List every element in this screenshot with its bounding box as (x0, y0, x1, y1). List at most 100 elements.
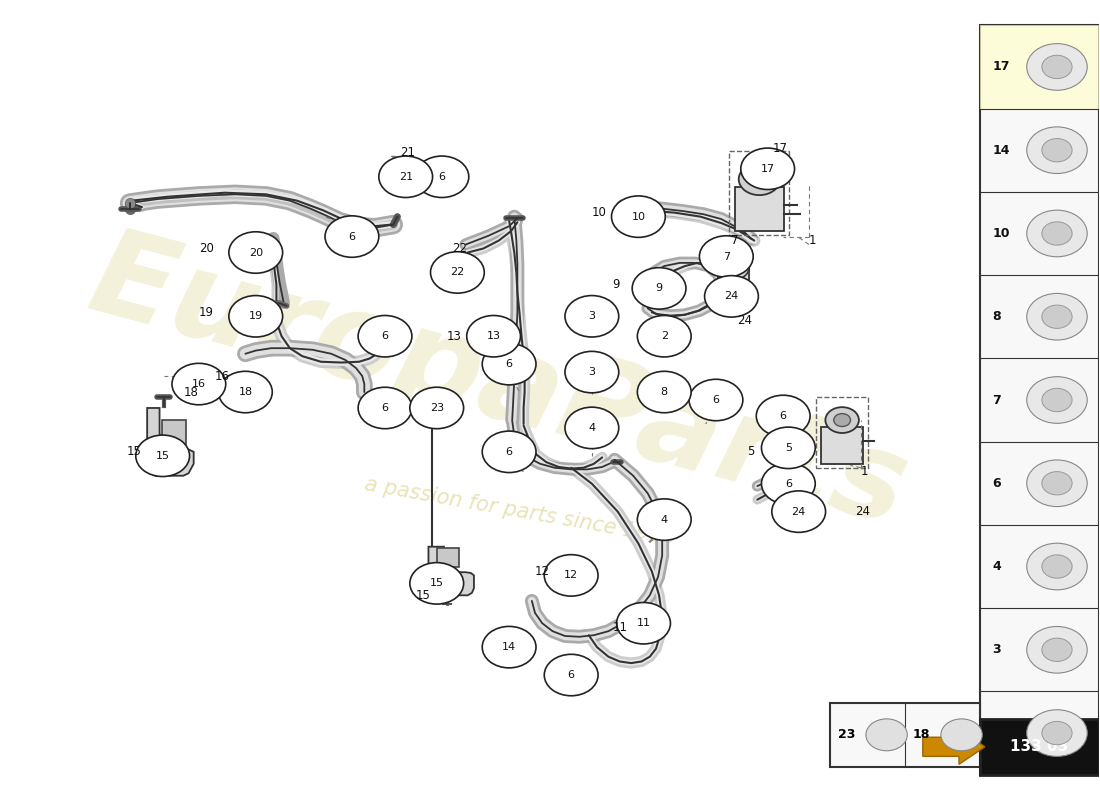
Circle shape (1026, 626, 1087, 673)
Text: 14: 14 (502, 642, 516, 652)
Circle shape (172, 363, 225, 405)
Bar (437, 548, 460, 567)
Circle shape (749, 171, 770, 187)
Circle shape (544, 654, 598, 696)
Text: 21: 21 (398, 172, 412, 182)
Circle shape (772, 491, 826, 532)
Circle shape (718, 256, 749, 280)
Text: 15: 15 (156, 451, 169, 461)
Circle shape (612, 196, 666, 238)
Circle shape (565, 295, 618, 337)
Text: 15: 15 (126, 446, 141, 458)
Circle shape (705, 276, 758, 317)
Polygon shape (923, 730, 984, 764)
Text: 3: 3 (992, 643, 1001, 656)
Text: 19: 19 (199, 306, 213, 319)
Text: 4: 4 (588, 423, 595, 433)
Text: 17: 17 (760, 164, 774, 174)
Circle shape (1042, 638, 1072, 662)
Text: 2: 2 (661, 331, 668, 342)
Circle shape (410, 387, 463, 429)
Circle shape (761, 463, 815, 505)
Text: 17: 17 (992, 61, 1010, 74)
Circle shape (219, 371, 273, 413)
Text: 1: 1 (808, 234, 816, 247)
Text: 6: 6 (780, 411, 786, 421)
Text: 10: 10 (592, 206, 607, 219)
Bar (829, 703, 980, 766)
Circle shape (1026, 210, 1087, 257)
Text: 4: 4 (661, 514, 668, 525)
Circle shape (1042, 222, 1072, 245)
Text: 18: 18 (239, 387, 253, 397)
Circle shape (430, 252, 484, 293)
Bar (735, 187, 784, 231)
Text: 22: 22 (452, 242, 468, 255)
Text: 6: 6 (785, 478, 792, 489)
Circle shape (825, 407, 859, 433)
Text: 18: 18 (184, 386, 198, 398)
Circle shape (1026, 127, 1087, 174)
Bar (816, 397, 868, 468)
Text: 6: 6 (506, 359, 513, 369)
Text: 24: 24 (792, 506, 806, 517)
Circle shape (1042, 722, 1072, 745)
Text: 11: 11 (637, 618, 650, 628)
Text: 12: 12 (564, 570, 579, 580)
Circle shape (1042, 472, 1072, 495)
Circle shape (229, 295, 283, 337)
Polygon shape (428, 546, 474, 595)
Text: 21: 21 (400, 146, 416, 159)
Text: 17: 17 (773, 142, 788, 155)
Circle shape (359, 387, 411, 429)
Text: EuropaParts: EuropaParts (78, 218, 920, 550)
Circle shape (632, 268, 686, 309)
Circle shape (689, 379, 743, 421)
Circle shape (1026, 377, 1087, 423)
Circle shape (466, 315, 520, 357)
Text: 22: 22 (450, 267, 464, 278)
Text: 18: 18 (913, 728, 931, 742)
Bar (980, 719, 1099, 774)
Text: 8: 8 (992, 310, 1001, 323)
Text: 5: 5 (747, 446, 755, 458)
Circle shape (739, 163, 780, 195)
Text: 23: 23 (430, 403, 443, 413)
Text: 6: 6 (713, 395, 719, 405)
Text: 10: 10 (992, 227, 1010, 240)
Polygon shape (147, 408, 194, 476)
Text: 1: 1 (860, 466, 868, 478)
Circle shape (378, 156, 432, 198)
Text: 24: 24 (724, 291, 738, 302)
Circle shape (1026, 710, 1087, 756)
Bar (980, 26, 1099, 774)
Bar (980, 26, 1099, 109)
Circle shape (757, 395, 810, 437)
Text: 24: 24 (856, 505, 870, 518)
Circle shape (482, 626, 536, 668)
Circle shape (415, 156, 469, 198)
Circle shape (1026, 460, 1087, 506)
Text: 19: 19 (249, 311, 263, 322)
Circle shape (1026, 44, 1087, 90)
Circle shape (1026, 543, 1087, 590)
Text: 11: 11 (613, 621, 627, 634)
Text: 6: 6 (506, 447, 513, 457)
Circle shape (834, 414, 850, 426)
Circle shape (637, 499, 691, 540)
Circle shape (565, 351, 618, 393)
Circle shape (637, 315, 691, 357)
Text: 13: 13 (447, 330, 462, 342)
Circle shape (359, 315, 411, 357)
Circle shape (1042, 55, 1072, 78)
Circle shape (229, 232, 283, 274)
Text: 6: 6 (992, 477, 1001, 490)
Text: 24: 24 (737, 314, 751, 326)
Text: 7: 7 (992, 394, 1001, 406)
Text: 23: 23 (838, 728, 856, 742)
Circle shape (617, 602, 671, 644)
Text: 7: 7 (732, 234, 739, 247)
Text: 15: 15 (430, 578, 443, 588)
Text: 3: 3 (588, 311, 595, 322)
Circle shape (761, 427, 815, 469)
